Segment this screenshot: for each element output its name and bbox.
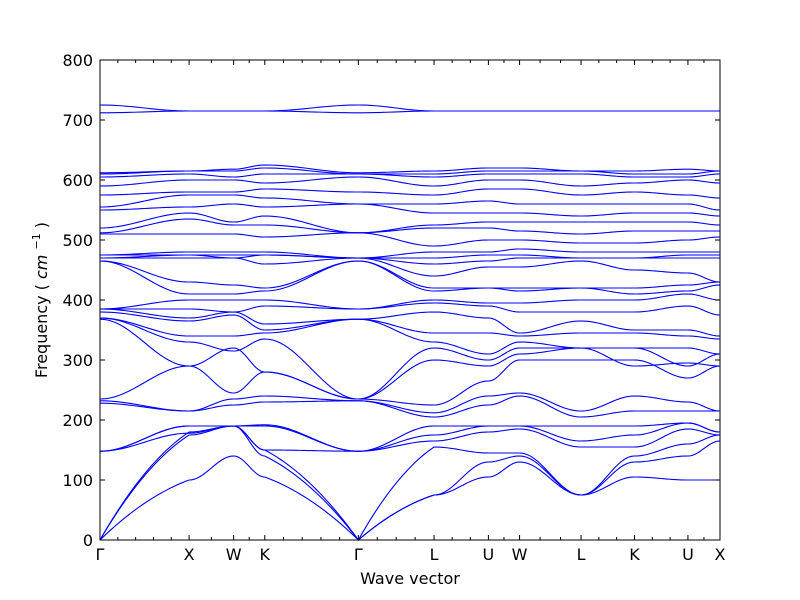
band-17 <box>99 260 721 289</box>
x-tick-label-10: U <box>682 545 694 564</box>
x-tick-label-1: X <box>184 545 195 564</box>
y-tick-label-5: 500 <box>62 231 93 250</box>
band-10 <box>99 317 721 400</box>
band-30 <box>99 167 721 175</box>
band-31 <box>99 164 721 174</box>
x-tick-label-0: Γ <box>96 545 105 564</box>
x-tick-label-6: U <box>483 545 495 564</box>
band-12 <box>99 311 721 340</box>
band-21 <box>99 248 720 259</box>
x-tick-label-7: W <box>512 545 528 564</box>
y-tick-label-1: 100 <box>62 471 93 490</box>
y-axis-unit-base: cm <box>32 255 51 279</box>
y-tick-label-0: 0 <box>83 531 93 550</box>
band-26 <box>99 194 721 211</box>
y-axis-label-text: Frequency <box>32 295 51 378</box>
band-33 <box>99 104 720 112</box>
y-tick-label-3: 300 <box>62 351 93 370</box>
band-25 <box>99 203 721 217</box>
x-tick-label-4: Γ <box>354 545 363 564</box>
x-tick-label-3: K <box>260 545 271 564</box>
x-tick-label-2: W <box>226 545 242 564</box>
x-tick-label-8: L <box>577 545 586 564</box>
band-7 <box>99 392 721 414</box>
y-tick-label-8: 800 <box>62 51 93 70</box>
band-8 <box>99 359 721 406</box>
y-axis-ticks: 0 100 200 300 400 500 600 700 800 <box>62 51 720 550</box>
y-tick-label-7: 700 <box>62 111 93 130</box>
band-28 <box>99 176 721 187</box>
band-0 <box>99 455 720 541</box>
band-11 <box>99 317 721 355</box>
band-29 <box>99 173 721 178</box>
dispersion-bands <box>99 104 721 542</box>
band-24 <box>99 212 721 234</box>
y-axis-label: Frequency ( cm −1 ) <box>25 222 51 378</box>
band-16 <box>99 260 721 295</box>
y-tick-label-4: 400 <box>62 291 93 310</box>
x-tick-label-5: L <box>430 545 439 564</box>
y-axis-unit-exponent: −1 <box>30 233 43 249</box>
band-9 <box>99 318 721 400</box>
band-5 <box>99 422 721 452</box>
band-22 <box>100 232 721 247</box>
x-tick-label-11: X <box>715 545 726 564</box>
band-27 <box>99 188 721 199</box>
band-14 <box>100 302 721 316</box>
band-13 <box>99 308 721 337</box>
band-20 <box>100 254 720 259</box>
y-tick-label-2: 200 <box>62 411 93 430</box>
y-axis-unit-close-paren: ) <box>32 222 51 228</box>
band-6 <box>99 395 720 418</box>
y-axis-unit-open-paren: ( <box>32 284 51 290</box>
x-axis-label: Wave vector <box>360 569 460 588</box>
band-15 <box>99 293 721 310</box>
y-tick-label-6: 600 <box>62 171 93 190</box>
band-23 <box>99 218 720 235</box>
x-tick-label-9: K <box>629 545 640 564</box>
